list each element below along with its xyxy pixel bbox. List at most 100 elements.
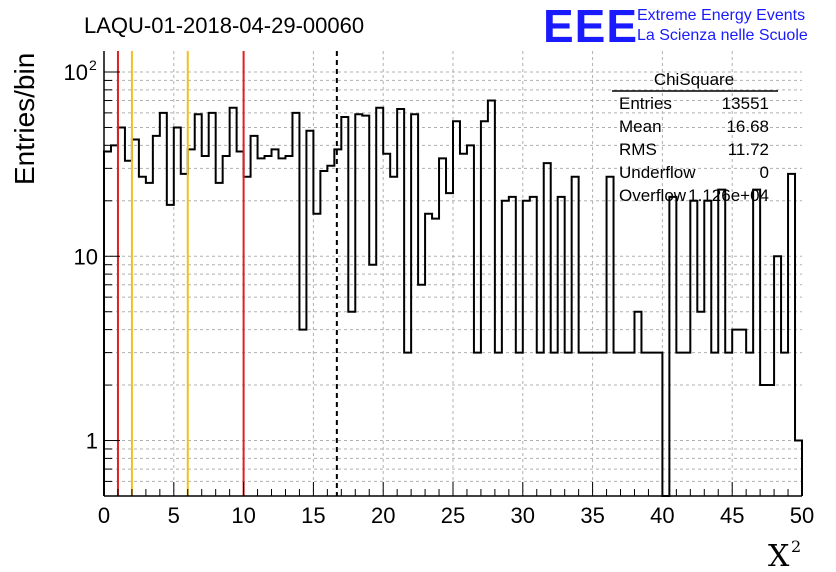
histogram-bin (760, 385, 767, 496)
reference-lines (116, 51, 338, 496)
x-tick-label: 50 (790, 503, 814, 528)
histogram-bin (104, 152, 111, 496)
x-tick-label: 10 (231, 503, 255, 528)
histogram-bin (634, 312, 641, 496)
y-tick-label: 10 (64, 60, 88, 85)
histogram-bin (230, 108, 237, 496)
x-ticks: 0 5 10 15 20 25 30 35 40 45 50 (98, 482, 814, 528)
histogram-bin (146, 183, 153, 496)
y-tick-label: 10 (74, 244, 98, 269)
stats-value-underflow: 0 (760, 163, 769, 182)
histogram-bin (704, 201, 711, 496)
histogram-bin (390, 177, 397, 496)
histogram-bin (285, 156, 292, 496)
stats-title: ChiSquare (654, 70, 734, 89)
histogram-bin (795, 441, 802, 496)
histogram-bin (614, 353, 621, 496)
histogram-bin (523, 201, 530, 496)
histogram-bin (397, 109, 404, 496)
histogram-bin (111, 145, 118, 496)
histogram-bin (676, 353, 683, 496)
histogram-bin (788, 174, 795, 496)
logo-line-2: La Scienza nelle Scuole (637, 27, 808, 44)
histogram-bin (509, 197, 516, 496)
stats-label-underflow: Underflow (619, 163, 696, 182)
histogram-bin (181, 174, 188, 496)
histogram-bin (251, 136, 258, 496)
histogram-bin (244, 177, 251, 496)
histogram-bin (446, 193, 453, 496)
histogram-bin (195, 114, 202, 496)
histogram-bin (376, 108, 383, 496)
histogram-bin (753, 190, 760, 496)
histogram-bin (411, 114, 418, 496)
stats-label-mean: Mean (619, 117, 662, 136)
histogram-bin (453, 121, 460, 496)
histogram-outline (103, 99, 803, 497)
histogram-bin (265, 156, 272, 496)
histogram-bin (272, 149, 279, 496)
x-tick-label: 15 (301, 503, 325, 528)
histogram-marks (103, 99, 803, 497)
histogram-bin (711, 353, 718, 496)
histogram-bin (209, 113, 216, 496)
grid (104, 51, 802, 497)
histogram-bin (188, 149, 195, 496)
histogram-bin (258, 158, 265, 496)
histogram-bin (739, 330, 746, 496)
stats-label-overflow: Overflow (619, 186, 687, 205)
histogram-bin (355, 114, 362, 496)
histogram-bin (572, 177, 579, 496)
stats-value-overflow: 1.126e+04 (688, 186, 769, 205)
logo-line-1: Extreme Energy Events (637, 7, 805, 24)
histogram-bin (348, 312, 355, 496)
stats-box: ChiSquare Entries 13551 Mean 16.68 RMS 1… (612, 70, 778, 205)
histogram-bin (362, 116, 369, 496)
histogram-bin (648, 353, 655, 496)
histogram-bin (439, 158, 446, 496)
histogram-bin (669, 197, 676, 496)
histogram-bin (495, 353, 502, 496)
histogram-bin (600, 353, 607, 496)
histogram-bin (160, 113, 167, 496)
histogram-bin (467, 145, 474, 496)
histogram-bin (551, 353, 558, 496)
histogram-bin (327, 166, 334, 496)
histogram-bin (418, 285, 425, 496)
histogram-bin (732, 330, 739, 496)
histogram-bin (516, 353, 523, 496)
histogram-bin (746, 353, 753, 496)
histogram-bin (683, 353, 690, 496)
stats-value-entries: 13551 (722, 94, 769, 113)
stats-label-entries: Entries (619, 94, 672, 113)
histogram-bin (341, 117, 348, 496)
x-tick-label: 30 (511, 503, 535, 528)
x-axis-label-main: X (768, 539, 790, 572)
histogram-bin (502, 201, 509, 496)
histogram-bin (132, 140, 139, 496)
histogram-bin (383, 154, 390, 496)
histogram-bin (474, 353, 481, 496)
x-tick-label: 25 (441, 503, 465, 528)
histogram-bin (369, 265, 376, 496)
histogram-bin (767, 385, 774, 496)
stats-label-rms: RMS (619, 140, 657, 159)
histogram-bin (216, 183, 223, 496)
histogram-bin (558, 197, 565, 496)
histogram-bin (718, 190, 725, 496)
histogram-bin (460, 154, 467, 496)
histogram-bin (586, 353, 593, 496)
histogram-bin (725, 353, 732, 496)
histogram-bin (628, 353, 635, 496)
histogram-bin (174, 127, 181, 496)
histogram-bin (223, 156, 230, 496)
x-axis-label: X 2 (768, 537, 801, 572)
x-tick-label: 45 (720, 503, 744, 528)
histogram-bin (781, 353, 788, 496)
stats-value-rms: 11.72 (728, 140, 769, 159)
histogram-bin (202, 156, 209, 496)
histogram-bin (593, 353, 600, 496)
histogram-bin (565, 353, 572, 496)
x-tick-label: 20 (371, 503, 395, 528)
